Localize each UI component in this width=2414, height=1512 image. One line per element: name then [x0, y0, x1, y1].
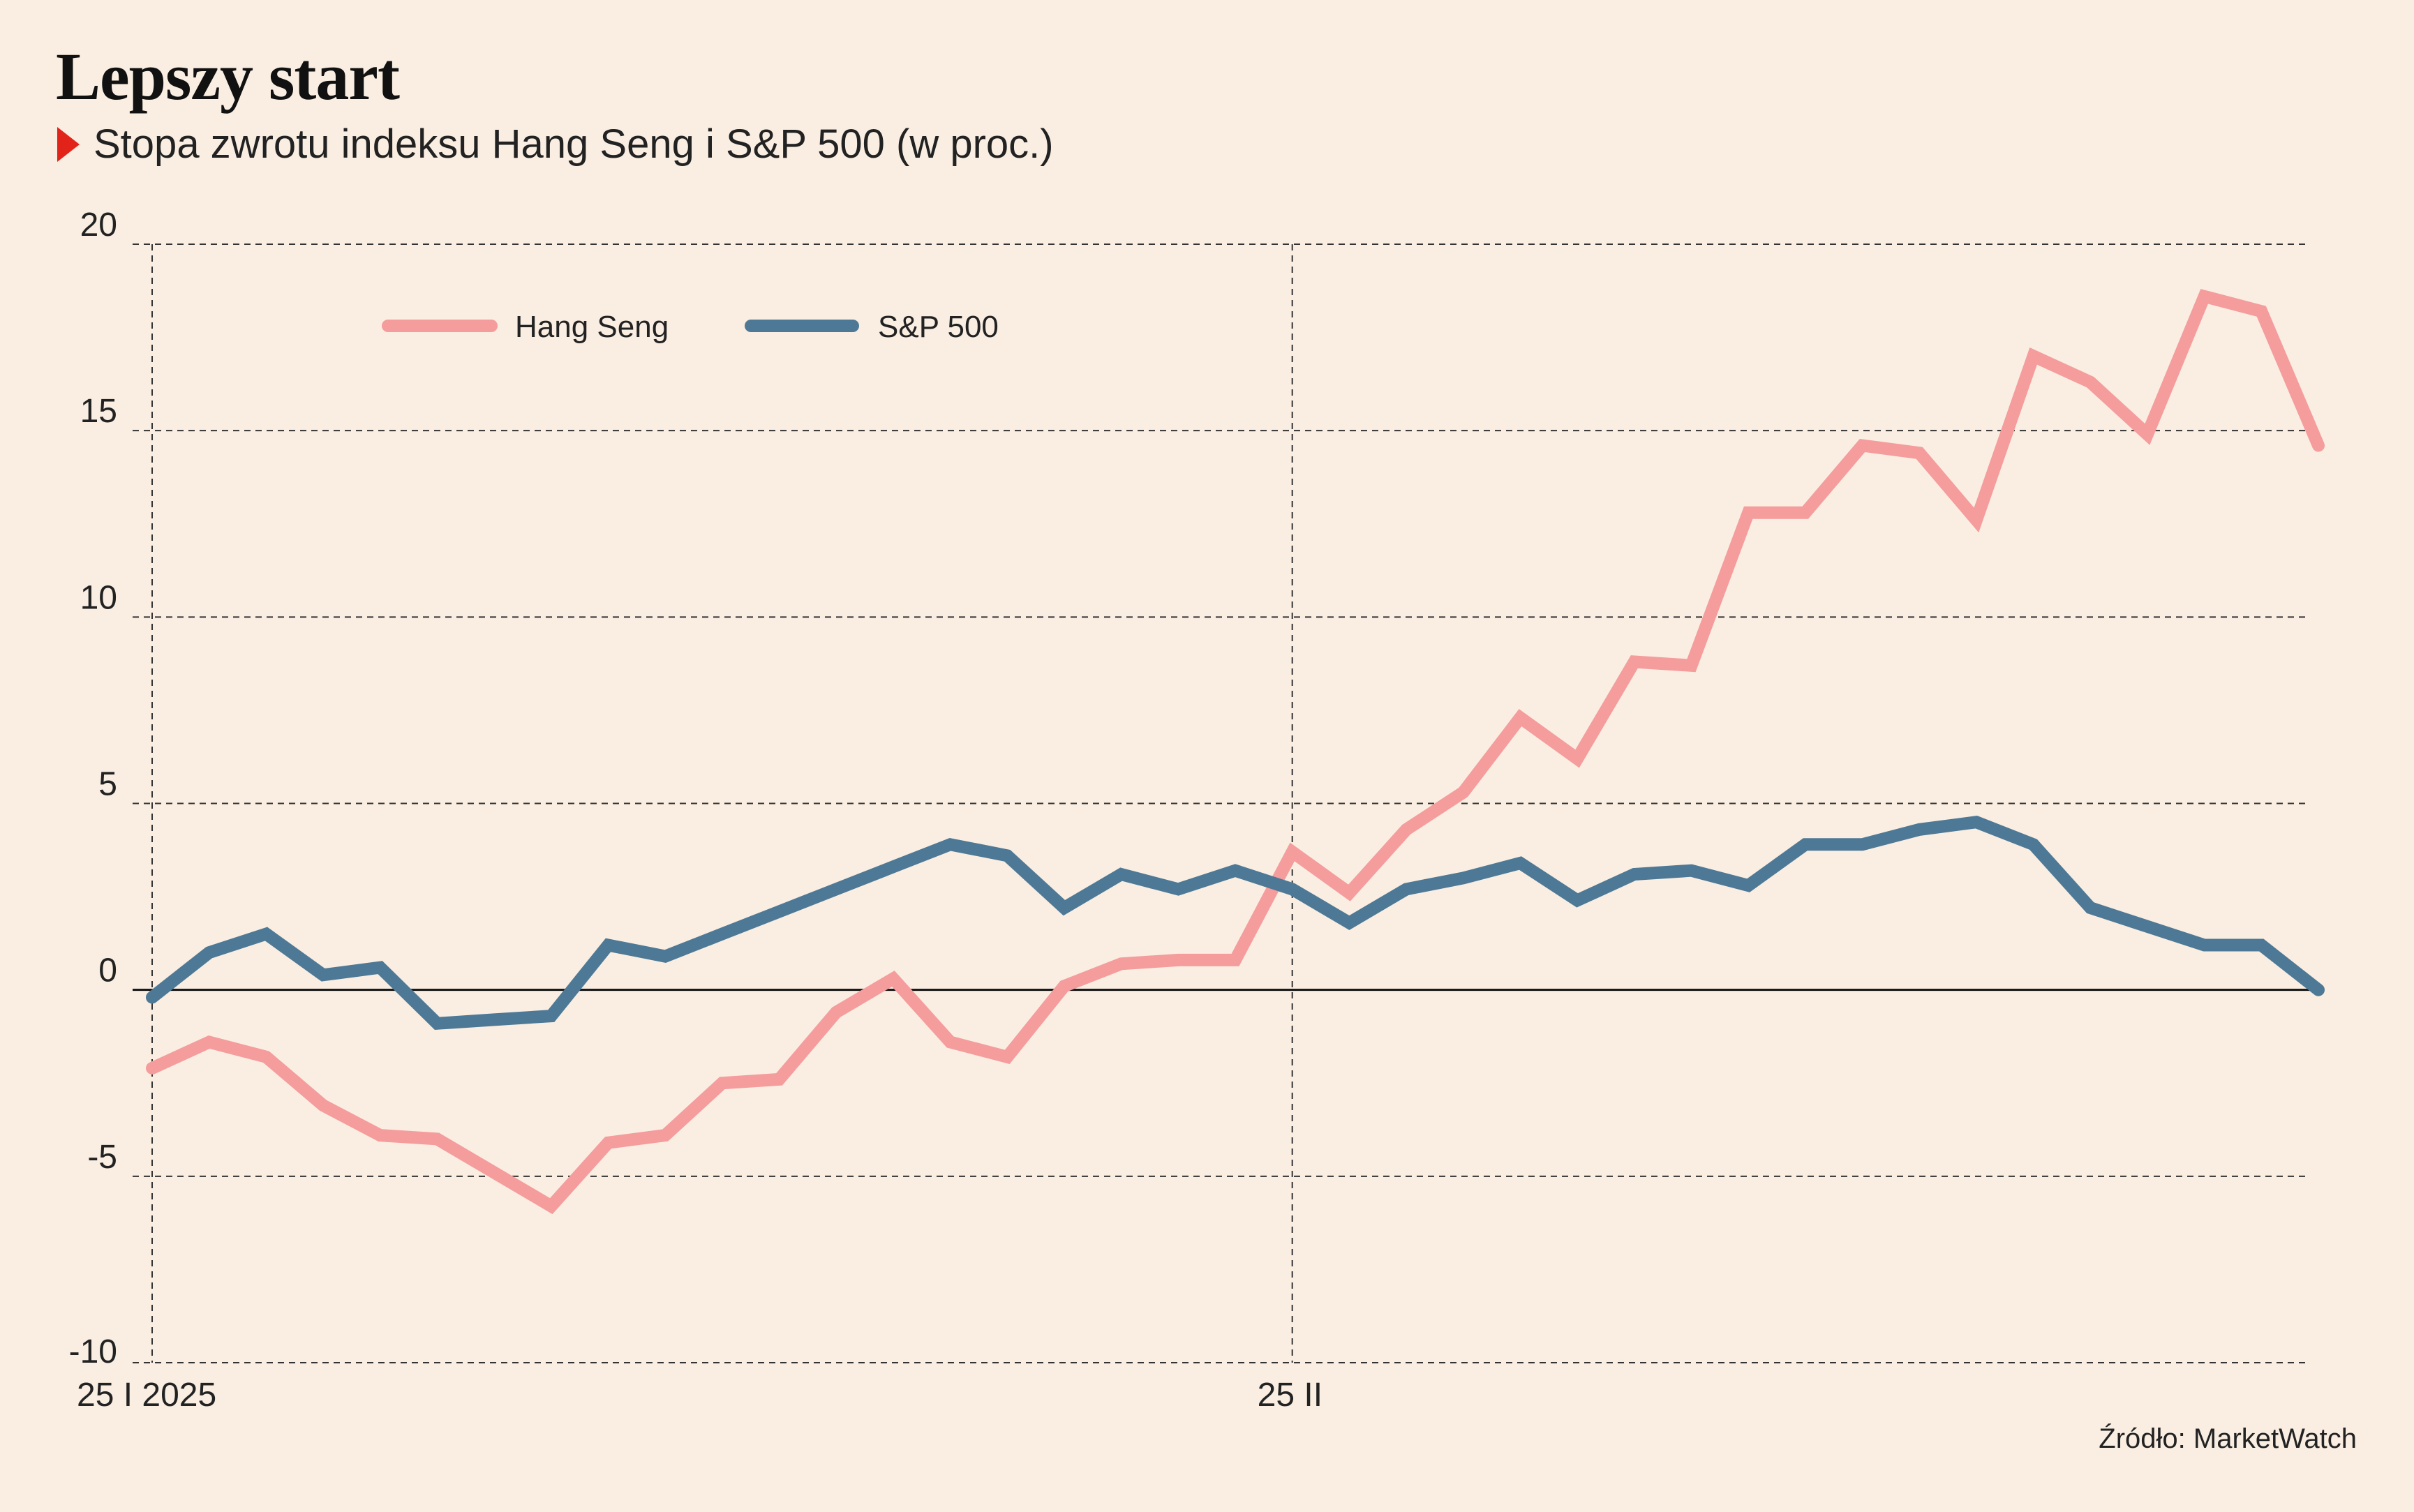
legend: Hang Seng S&P 500 — [382, 310, 999, 344]
grid — [133, 244, 2310, 1363]
legend-label: Hang Seng — [515, 310, 669, 344]
chart-subtitle-text: Stopa zwrotu indeksu Hang Seng i S&P 500… — [94, 121, 1054, 167]
chart-title: Lepszy start — [56, 39, 400, 114]
y-tick-label: -5 — [87, 1139, 117, 1176]
chart-subtitle: Stopa zwrotu indeksu Hang Seng i S&P 500… — [57, 124, 1054, 165]
y-tick-label: 20 — [80, 207, 117, 244]
triangle-marker-icon — [57, 127, 80, 162]
series-line-sp500 — [146, 815, 2325, 1031]
source-note: Źródło: MarketWatch — [2099, 1423, 2357, 1454]
y-tick-label: 10 — [80, 579, 117, 616]
x-tick-label: 25 I 2025 — [77, 1377, 216, 1414]
x-tick-label: 25 II — [1258, 1377, 1323, 1414]
series-line-hang-seng — [146, 289, 2325, 1215]
axis-labels: 20 15 10 5 0 -5 -10 25 I 2025 25 II — [69, 207, 1323, 1414]
series-lines — [146, 289, 2325, 1215]
legend-label: S&P 500 — [878, 310, 999, 344]
y-tick-label: -10 — [69, 1333, 117, 1370]
y-tick-label: 0 — [98, 952, 117, 989]
y-tick-label: 15 — [80, 393, 117, 430]
y-tick-label: 5 — [98, 766, 117, 803]
